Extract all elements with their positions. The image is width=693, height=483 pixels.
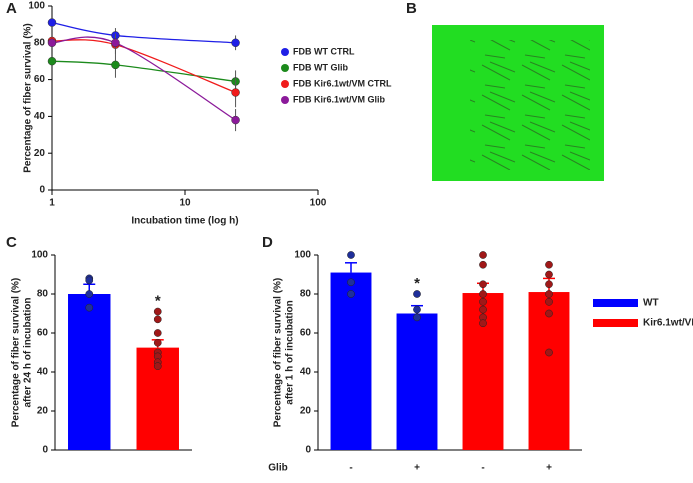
data-point	[479, 280, 487, 289]
marker	[47, 38, 57, 48]
y-axis-label: Percentage of fiber survival (%)	[11, 278, 22, 428]
panel-label: C	[6, 234, 17, 251]
data-point	[545, 290, 553, 298]
series-line	[51, 36, 236, 121]
y-tick-label: 40	[300, 367, 312, 378]
y-tick-label: 20	[34, 148, 46, 159]
legend-label: FDB Kir6.1wt/VM Glib	[293, 94, 386, 104]
data-point	[479, 305, 487, 314]
x-tick-label: +	[414, 463, 420, 474]
legend-label: FDB WT Glib	[293, 62, 348, 72]
data-point	[545, 348, 553, 357]
y-tick-label: 0	[39, 185, 45, 196]
data-point	[413, 313, 421, 322]
data-point	[413, 305, 421, 314]
panel-label: D	[262, 234, 273, 251]
x-tick-label: 10	[179, 198, 191, 209]
x-tick-label: 100	[310, 198, 327, 209]
y-tick-label: 80	[300, 289, 312, 300]
data-point	[85, 276, 94, 285]
y-tick-label: 60	[300, 328, 312, 339]
series-line	[51, 60, 236, 83]
x-tick-label: -	[349, 463, 352, 474]
legend-label: FDB Kir6.1wt/VM CTRL	[293, 78, 392, 88]
y-tick-label: 40	[34, 111, 46, 122]
bar	[396, 313, 438, 450]
y-tick-label: 0	[42, 445, 48, 456]
marker	[231, 115, 240, 125]
bar	[528, 292, 570, 450]
y-tick-label: 100	[28, 1, 45, 12]
data-point	[479, 297, 487, 306]
legend-swatch	[593, 319, 638, 327]
data-point	[347, 278, 355, 287]
legend-label: WT	[643, 298, 659, 309]
x-axis-label: Incubation time (log h)	[131, 216, 238, 227]
series-line	[51, 39, 236, 94]
significance-mark: *	[414, 275, 420, 292]
data-point	[347, 251, 355, 259]
data-point	[347, 290, 355, 298]
y-tick-label: 80	[37, 289, 49, 300]
data-point	[479, 319, 487, 328]
marker	[231, 38, 240, 48]
data-point	[153, 307, 162, 316]
y-axis-label: after 24 h of incubation	[23, 297, 34, 407]
legend-marker	[281, 48, 289, 56]
y-tick-label: 20	[300, 406, 312, 417]
data-point	[545, 309, 553, 318]
data-point	[153, 315, 162, 324]
x-tick-label: +	[546, 463, 552, 474]
y-tick-label: 80	[34, 37, 46, 48]
y-axis-label: Percentage of fiber survival (%)	[23, 23, 34, 173]
data-point	[85, 303, 94, 312]
data-point	[479, 290, 487, 298]
y-tick-label: 0	[305, 445, 311, 456]
data-point	[545, 297, 553, 306]
y-axis-label: after 1 h of incubation	[285, 300, 296, 404]
data-point	[153, 329, 162, 337]
data-point	[479, 260, 487, 269]
y-tick-label: 100	[31, 250, 48, 261]
y-tick-label: 40	[37, 367, 49, 378]
data-point	[545, 260, 553, 269]
legend-label: Kir6.1wt/VM	[643, 318, 693, 329]
marker	[47, 18, 57, 27]
bar	[330, 272, 372, 450]
data-point	[545, 280, 553, 289]
data-point	[85, 290, 94, 298]
data-point	[153, 362, 162, 370]
y-tick-label: 100	[294, 250, 311, 261]
bar	[68, 294, 111, 450]
x-axis-label: Glib	[268, 463, 287, 474]
y-tick-label: 60	[37, 328, 49, 339]
legend-label: FDB WT CTRL	[293, 46, 355, 56]
marker	[47, 56, 57, 66]
data-point	[153, 338, 162, 347]
micrograph	[432, 25, 604, 181]
x-tick-label: 1	[49, 198, 55, 209]
significance-mark: *	[155, 293, 161, 310]
legend-marker	[281, 80, 289, 88]
y-tick-label: 20	[37, 406, 49, 417]
data-point	[479, 251, 487, 259]
legend-marker	[281, 64, 289, 72]
legend-marker	[281, 96, 289, 104]
data-point	[413, 290, 421, 298]
marker	[231, 88, 240, 97]
panel-label: A	[6, 0, 17, 17]
legend-swatch	[593, 299, 638, 307]
panel-label: B	[406, 0, 417, 17]
marker	[111, 38, 120, 48]
y-tick-label: 60	[34, 74, 46, 85]
data-point	[545, 270, 553, 279]
x-tick-label: -	[481, 463, 484, 474]
y-axis-label: Percentage of fiber survival (%)	[273, 278, 284, 428]
marker	[111, 60, 120, 70]
